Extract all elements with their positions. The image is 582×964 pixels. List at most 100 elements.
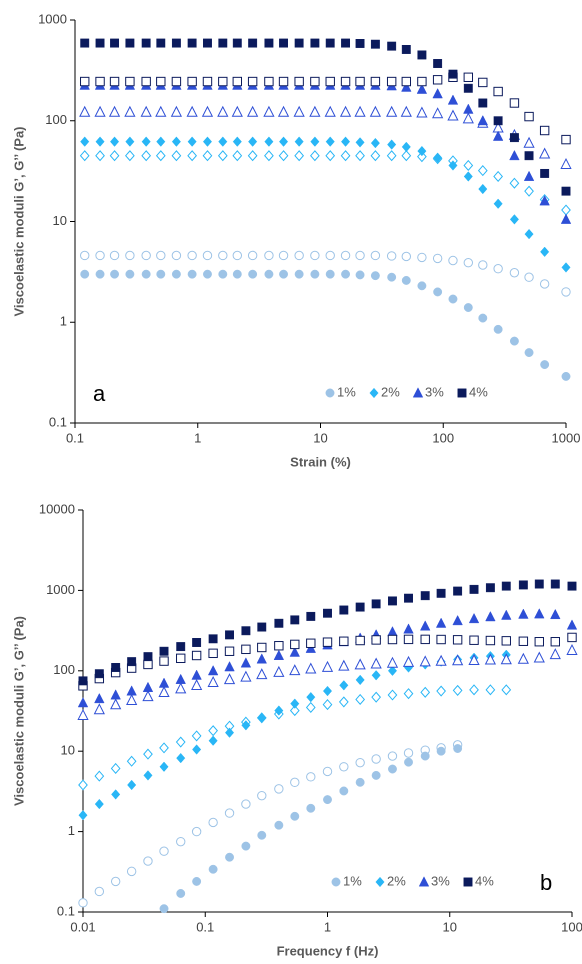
marker-circle [187, 269, 197, 279]
marker-triangle [309, 105, 321, 117]
marker-triangle [435, 654, 447, 666]
marker-square [401, 45, 411, 54]
marker-diamond [78, 779, 88, 791]
marker-circle [95, 269, 105, 279]
marker-circle [539, 279, 550, 289]
marker-square [156, 38, 166, 48]
marker-square [159, 656, 169, 666]
marker-triangle [175, 673, 186, 684]
x-axis-title: Frequency f (Hz) [277, 943, 379, 958]
marker-triangle [77, 708, 89, 720]
marker-triangle [477, 115, 489, 126]
x-tick-label: 1 [194, 430, 201, 445]
marker-circle [290, 811, 300, 821]
marker-triangle [485, 611, 496, 622]
y-tick-label: 1 [68, 823, 75, 838]
x-tick-label: 1 [324, 919, 331, 934]
marker-triangle [432, 88, 443, 99]
marker-triangle [370, 657, 382, 669]
marker-triangle [273, 665, 285, 677]
marker-triangle [77, 697, 89, 708]
marker-triangle [126, 693, 138, 705]
marker-circle [232, 269, 242, 279]
marker-square [404, 593, 413, 603]
marker-square [248, 38, 258, 48]
marker-diamond [141, 136, 151, 147]
marker-diamond [155, 150, 166, 162]
marker-triangle [539, 195, 550, 206]
marker-diamond [171, 150, 182, 162]
x-tick-label: 100 [561, 919, 582, 934]
x-tick-label: 10 [443, 919, 457, 934]
marker-square [141, 38, 151, 48]
marker-triangle [402, 655, 415, 667]
marker-square [110, 38, 120, 48]
marker-circle [339, 762, 349, 772]
marker-triangle [140, 105, 152, 117]
marker-circle [171, 250, 182, 261]
marker-triangle [94, 692, 105, 704]
marker-diamond [417, 151, 427, 163]
marker-triangle [517, 652, 529, 664]
marker-triangle [447, 109, 459, 121]
y-tick-label: 1000 [46, 582, 75, 597]
marker-circle [340, 250, 351, 261]
marker-diamond [469, 684, 479, 696]
marker-triangle [142, 681, 154, 692]
marker-circle [404, 757, 413, 767]
marker-square [436, 588, 446, 598]
marker-diamond [290, 698, 300, 709]
marker-diamond [509, 177, 520, 189]
marker-circle [386, 251, 397, 261]
marker-diamond [294, 150, 305, 162]
marker-triangle [201, 105, 214, 117]
marker-diamond [264, 150, 274, 162]
marker-circle [561, 371, 571, 381]
marker-diamond [171, 136, 181, 147]
marker-diamond [141, 150, 152, 162]
marker-circle [110, 876, 121, 887]
marker-square [294, 38, 304, 48]
marker-circle [264, 269, 274, 279]
marker-circle [141, 250, 151, 261]
marker-diamond [322, 685, 333, 697]
marker-circle [355, 777, 365, 787]
marker-diamond [478, 183, 488, 195]
marker-square [401, 76, 411, 87]
y-tick-label: 100 [45, 112, 67, 127]
marker-triangle [501, 609, 512, 620]
marker-square [109, 76, 120, 87]
marker-square [509, 98, 520, 108]
marker-triangle [468, 654, 480, 666]
marker-square [420, 591, 430, 601]
marker-circle [218, 250, 228, 261]
marker-diamond [322, 699, 333, 711]
marker-circle [453, 744, 463, 753]
marker-diamond [540, 246, 550, 258]
marker-square [463, 72, 474, 82]
marker-circle [370, 271, 380, 281]
marker-circle [232, 250, 243, 261]
marker-diamond [294, 136, 304, 147]
marker-diamond [232, 136, 242, 147]
marker-square [550, 579, 560, 589]
marker-circle [323, 795, 332, 805]
marker-square [567, 581, 577, 591]
marker-diamond [79, 150, 90, 162]
marker-square [453, 586, 463, 596]
marker-square [78, 676, 88, 686]
marker-square [501, 636, 511, 646]
marker-circle [294, 269, 304, 279]
marker-square [370, 76, 381, 87]
marker-circle [339, 786, 349, 796]
marker-diamond [127, 779, 137, 791]
marker-circle [208, 817, 218, 828]
marker-diamond [110, 136, 120, 147]
marker-triangle [321, 660, 334, 672]
marker-square [540, 168, 550, 178]
marker-square [279, 38, 288, 48]
legend-label: 1% [343, 873, 362, 888]
marker-square [469, 584, 479, 594]
marker-triangle [108, 105, 121, 117]
